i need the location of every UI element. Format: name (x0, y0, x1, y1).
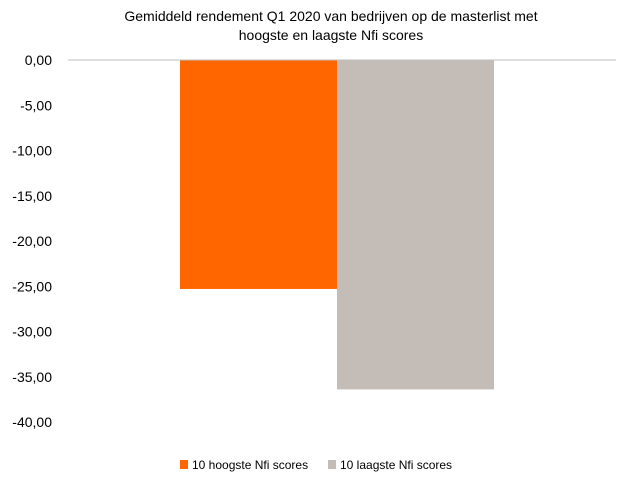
y-tick-label: -5,00 (20, 97, 52, 113)
chart-title: Gemiddeld rendement Q1 2020 van bedrijve… (124, 8, 537, 43)
y-tick-label: -25,00 (12, 278, 52, 294)
y-tick-label: -10,00 (12, 143, 52, 159)
bar-hoogste-nfi (180, 60, 337, 289)
y-tick-label: -30,00 (12, 324, 52, 340)
bar-laagste-nfi (337, 60, 494, 390)
y-tick-label: -15,00 (12, 188, 52, 204)
legend: 10 hoogste Nfi scores 10 laagste Nfi scor… (180, 458, 452, 472)
y-tick-label: 0,00 (25, 52, 52, 68)
chart-title-line-1: Gemiddeld rendement Q1 2020 van bedrijve… (124, 8, 537, 24)
chart-title-line-2: hoogste en laagste Nfi scores (239, 27, 423, 43)
legend-label: 10 hoogste Nfi scores (192, 458, 308, 472)
y-tick-label: -40,00 (12, 414, 52, 430)
legend-swatch (180, 460, 188, 469)
y-tick-label: -20,00 (12, 233, 52, 249)
legend-swatch (328, 460, 336, 469)
bars (180, 60, 494, 390)
y-tick-label: -35,00 (12, 369, 52, 385)
y-axis-ticks: 0,00 -5,00 -10,00 -15,00 -20,00 -25,00 -30,00 -… (12, 52, 52, 430)
legend-label: 10 laagste Nfi scores (340, 458, 452, 472)
